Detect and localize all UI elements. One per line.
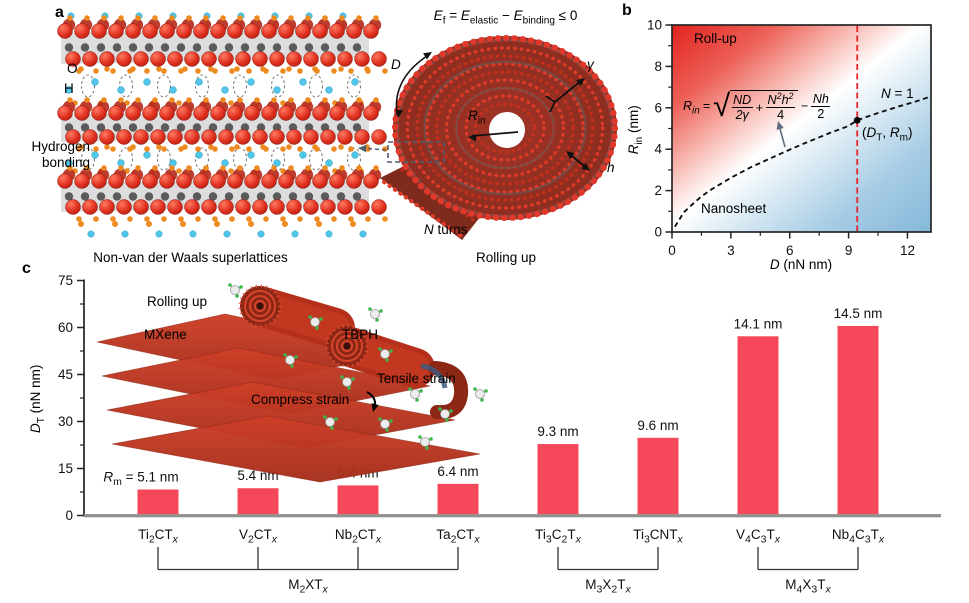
svg-text:4: 4 xyxy=(654,142,662,157)
inset-compress-strain-label: Compress strain xyxy=(251,392,350,407)
category-label: V2CTx xyxy=(239,527,278,546)
panel-a-label: a xyxy=(55,4,64,21)
rin-formula: Rin = √ ND 2γ + N2h2 4 − Nh 2 xyxy=(683,88,831,123)
hydrogen-bonding-label: Hydrogen bonding xyxy=(31,139,90,170)
bar-value-label: 14.1 nm xyxy=(734,316,783,331)
bar-value-label: 9.6 nm xyxy=(637,418,678,433)
rin-label: Rin xyxy=(468,108,486,127)
svg-text:12: 12 xyxy=(900,243,915,258)
curve-label: N = 1 xyxy=(881,86,914,101)
bar-Ti3C2Tx xyxy=(537,444,579,515)
rollup-region-label: Roll-up xyxy=(694,31,737,46)
inset-mxene-label: MXene xyxy=(144,327,187,342)
marker-label: (DT, Rm) xyxy=(862,125,913,144)
atom-label-o: O xyxy=(67,61,78,76)
n-turns-label: N turns xyxy=(424,222,468,237)
nanosheet-region-label: Nanosheet xyxy=(701,201,767,216)
panel-b-label: b xyxy=(622,2,632,19)
svg-text:60: 60 xyxy=(58,320,73,335)
bar-value-label: Rm = 5.1 nm xyxy=(103,469,178,488)
h-label: h xyxy=(607,160,615,175)
svg-text:15: 15 xyxy=(58,461,73,476)
inset-rolling-up-label: Rolling up xyxy=(147,294,208,309)
svg-text:6: 6 xyxy=(654,100,662,115)
mxene-rollup-inset-illustration xyxy=(96,283,488,483)
bar-Ti3CNTx xyxy=(637,437,679,515)
group-label: M2XTx xyxy=(288,577,328,596)
panel-b-yaxis-title: Rin (nm) xyxy=(626,105,645,155)
panel-a-caption: Non-van der Waals superlattices xyxy=(93,250,288,265)
svg-text:8: 8 xyxy=(654,59,662,74)
energy-equation: Ef = Eelastic − Ebinding ≤ 0 xyxy=(433,8,578,27)
category-label: Ti2CTx xyxy=(138,527,179,546)
svg-text:9: 9 xyxy=(845,243,853,258)
bar-V4C3Tx xyxy=(737,336,779,515)
category-label: Ta2CTx xyxy=(436,527,480,546)
svg-text:45: 45 xyxy=(58,367,73,382)
bar-Nb2CTx xyxy=(337,485,379,515)
gamma-label: γ xyxy=(587,57,594,72)
inset-tbph-label: TBPH xyxy=(342,327,379,342)
group-label: M3X2Tx xyxy=(585,577,631,596)
category-label: Ti3CNTx xyxy=(633,527,683,546)
svg-text:75: 75 xyxy=(58,273,73,288)
inset-tensile-strain-label: Tensile strain xyxy=(377,371,456,386)
svg-text:0: 0 xyxy=(668,243,676,258)
bar-V2CTx xyxy=(237,488,279,515)
category-label: Ti3C2Tx xyxy=(535,527,581,546)
panel-c-label: c xyxy=(22,260,31,277)
svg-text:3: 3 xyxy=(727,243,735,258)
nanoscroll-illustration xyxy=(358,35,618,240)
category-label: Nb2CTx xyxy=(335,527,382,546)
svg-text:2: 2 xyxy=(654,183,662,198)
category-label: Nb4C3Tx xyxy=(832,527,885,546)
panel-b-plot: 0 3 6 9 12 0 2 4 6 8 10 xyxy=(647,18,932,258)
bar-Ta2CTx xyxy=(437,483,479,515)
panel-c-yaxis-title: DT (nN nm) xyxy=(28,364,47,433)
superlattice-illustration xyxy=(57,12,388,238)
svg-text:0: 0 xyxy=(65,508,73,523)
rolling-up-caption: Rolling up xyxy=(476,250,537,265)
group-label: M4X3Tx xyxy=(785,577,831,596)
d-label: D xyxy=(391,57,401,72)
atom-label-h: H xyxy=(64,81,74,96)
panel-b-xaxis-title: D (nN nm) xyxy=(769,257,833,272)
bar-Nb4C3Tx xyxy=(837,325,879,515)
svg-text:6: 6 xyxy=(786,243,794,258)
category-label: V4C3Tx xyxy=(736,527,781,546)
bar-value-label: 9.3 nm xyxy=(537,424,578,439)
svg-text:10: 10 xyxy=(647,18,662,33)
bar-value-label: 14.5 nm xyxy=(834,306,883,321)
svg-text:0: 0 xyxy=(654,225,662,240)
bar-value-label: 6.4 nm xyxy=(437,464,478,479)
svg-text:30: 30 xyxy=(58,414,73,429)
bar-Ti2CTx xyxy=(137,489,179,515)
